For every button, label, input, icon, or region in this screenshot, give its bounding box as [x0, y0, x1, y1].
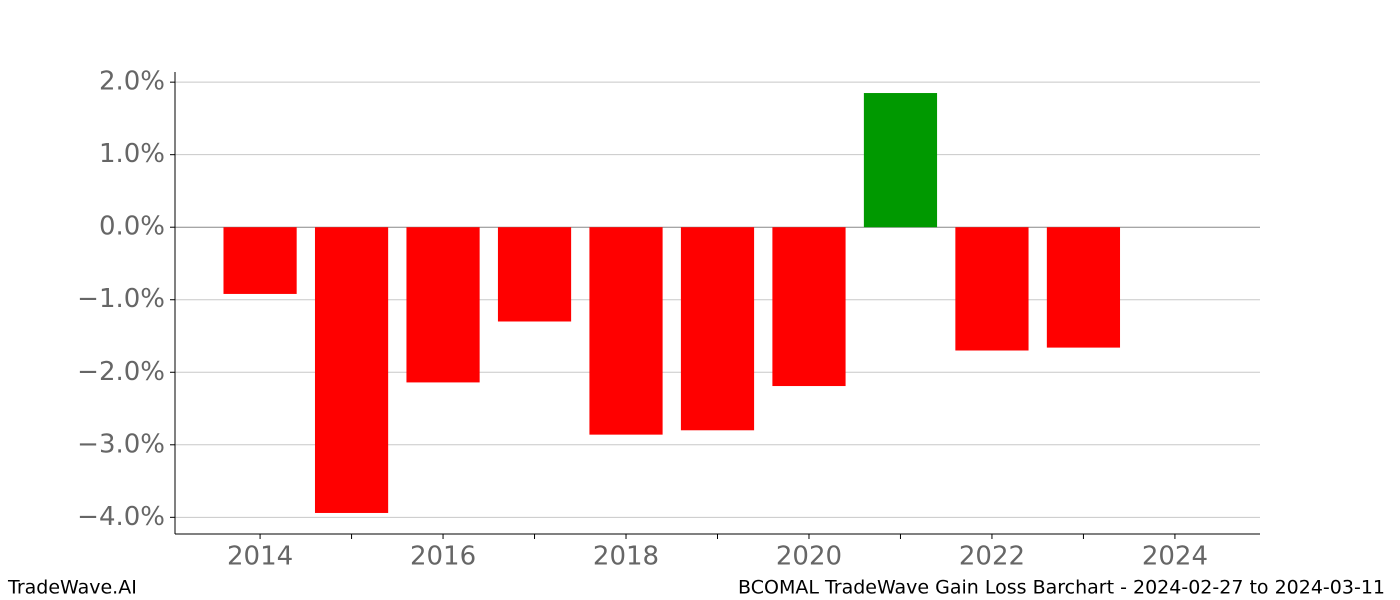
chart-title: BCOMAL TradeWave Gain Loss Barchart - 20… — [738, 577, 1385, 599]
bar — [589, 227, 663, 435]
x-tick-label: 2024 — [1142, 542, 1208, 572]
y-tick-label: 0.0% — [99, 212, 165, 242]
watermark: TradeWave.AI — [7, 577, 137, 599]
bar — [314, 227, 389, 513]
bar — [863, 93, 938, 228]
bar — [223, 227, 297, 294]
y-tick-label: −1.0% — [77, 284, 165, 314]
y-tick-label: 2.0% — [99, 67, 165, 97]
x-tick-label: 2014 — [227, 542, 293, 572]
y-tick-label: 1.0% — [99, 139, 165, 169]
y-tick-label: −4.0% — [77, 502, 165, 532]
bar — [955, 227, 1029, 351]
x-tick-label: 2018 — [593, 542, 659, 572]
bar — [497, 227, 572, 322]
bar — [680, 227, 755, 431]
bar — [772, 227, 846, 387]
y-tick-label: −3.0% — [77, 429, 165, 459]
x-tick-label: 2020 — [776, 542, 842, 572]
y-tick-label: −2.0% — [77, 357, 165, 387]
bar — [1046, 227, 1121, 348]
x-tick-label: 2016 — [410, 542, 476, 572]
bar — [406, 227, 480, 383]
x-tick-label: 2022 — [959, 542, 1025, 572]
